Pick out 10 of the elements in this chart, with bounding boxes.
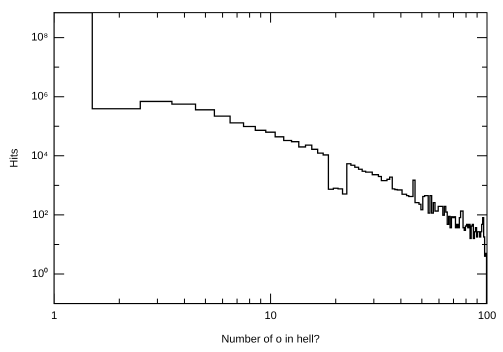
y-tick-label: 10⁶ <box>31 90 48 103</box>
y-tick-label: 10⁴ <box>31 150 48 162</box>
y-tick-label: 10⁰ <box>32 267 48 280</box>
x-tick-label: 1 <box>51 310 58 322</box>
y-tick-label: 10² <box>32 208 48 221</box>
y-axis-title: Hits <box>8 148 21 168</box>
x-tick-label: 100 <box>478 310 496 322</box>
y-tick-label: 10⁸ <box>31 32 48 44</box>
x-tick-label: 10 <box>264 310 277 322</box>
x-axis-title: Number of o in hell? <box>221 333 320 346</box>
